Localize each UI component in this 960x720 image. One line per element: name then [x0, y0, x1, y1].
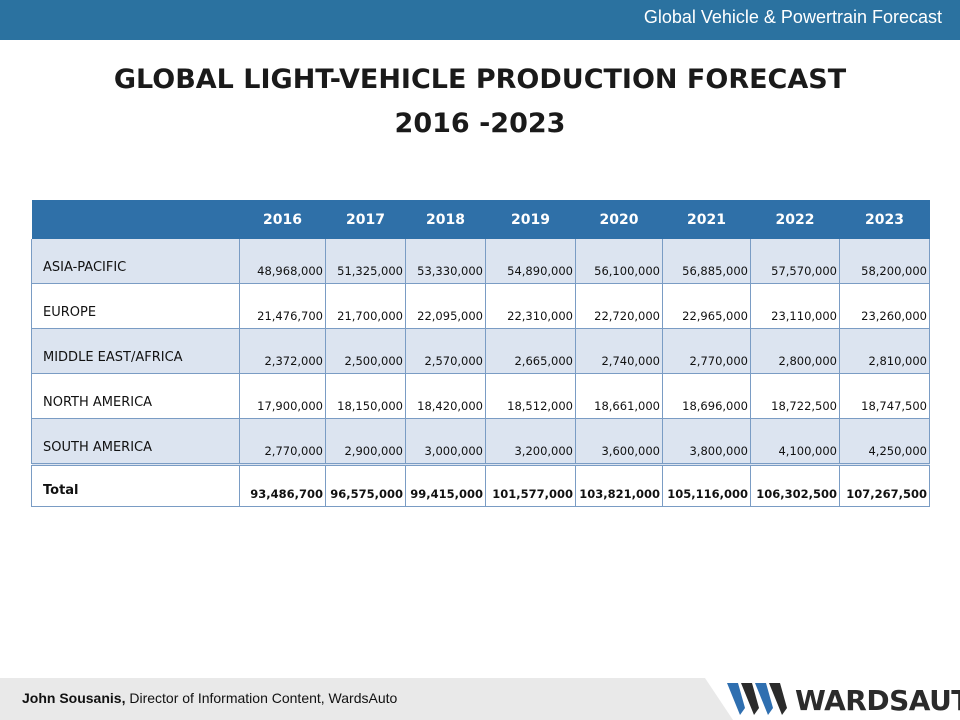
- table-row: MIDDLE EAST/AFRICA 2,372,000 2,500,000 2…: [31, 328, 930, 374]
- value-cell: 3,800,000: [662, 418, 751, 465]
- value-cell: 21,700,000: [325, 283, 406, 329]
- year-header: 2023: [839, 200, 930, 239]
- value-cell: 56,885,000: [662, 239, 751, 284]
- region-cell: MIDDLE EAST/AFRICA: [31, 328, 240, 374]
- total-cell: 99,415,000: [405, 463, 486, 507]
- header-bar: Global Vehicle & Powertrain Forecast: [0, 0, 960, 40]
- total-cell: 93,486,700: [239, 463, 326, 507]
- value-cell: 2,810,000: [839, 328, 930, 374]
- value-cell: 58,200,000: [839, 239, 930, 284]
- value-cell: 2,770,000: [239, 418, 326, 465]
- region-cell: NORTH AMERICA: [31, 373, 240, 419]
- value-cell: 48,968,000: [239, 239, 326, 284]
- value-cell: 18,512,000: [485, 373, 576, 419]
- total-cell: 101,577,000: [485, 463, 576, 507]
- value-cell: 4,100,000: [750, 418, 840, 465]
- total-label: Total: [31, 463, 240, 507]
- presenter-role: Director of Information Content, WardsAu…: [125, 690, 398, 706]
- value-cell: 2,500,000: [325, 328, 406, 374]
- logo-wordmark: WARDSAUTO: [795, 684, 960, 717]
- header-row: 2016 2017 2018 2019 2020 2021 2022 2023: [31, 200, 930, 239]
- slide-title: GLOBAL LIGHT-VEHICLE PRODUCTION FORECAST…: [0, 58, 960, 146]
- wardsauto-logo-icon: [705, 678, 960, 720]
- total-cell: 106,302,500: [750, 463, 840, 507]
- value-cell: 2,770,000: [662, 328, 751, 374]
- value-cell: 22,965,000: [662, 283, 751, 329]
- value-cell: 4,250,000: [839, 418, 930, 465]
- year-header: 2019: [485, 200, 576, 239]
- value-cell: 23,110,000: [750, 283, 840, 329]
- total-cell: 103,821,000: [575, 463, 663, 507]
- slide-title-line1: GLOBAL LIGHT-VEHICLE PRODUCTION FORECAST: [113, 64, 847, 95]
- total-cell: 96,575,000: [325, 463, 406, 507]
- year-header: 2022: [750, 200, 840, 239]
- year-header: 2017: [325, 200, 406, 239]
- presenter-credit: John Sousanis, Director of Information C…: [22, 690, 397, 706]
- value-cell: 3,600,000: [575, 418, 663, 465]
- total-cell: 105,116,000: [662, 463, 751, 507]
- value-cell: 22,720,000: [575, 283, 663, 329]
- value-cell: 3,000,000: [405, 418, 486, 465]
- value-cell: 51,325,000: [325, 239, 406, 284]
- region-header: [31, 200, 240, 239]
- value-cell: 56,100,000: [575, 239, 663, 284]
- value-cell: 2,800,000: [750, 328, 840, 374]
- total-row: Total 93,486,700 96,575,000 99,415,000 1…: [31, 463, 930, 507]
- region-cell: SOUTH AMERICA: [31, 418, 240, 465]
- value-cell: 54,890,000: [485, 239, 576, 284]
- value-cell: 3,200,000: [485, 418, 576, 465]
- value-cell: 2,570,000: [405, 328, 486, 374]
- region-cell: ASIA-PACIFIC: [31, 239, 240, 284]
- value-cell: 2,665,000: [485, 328, 576, 374]
- value-cell: 18,696,000: [662, 373, 751, 419]
- table-row: ASIA-PACIFIC 48,968,000 51,325,000 53,33…: [31, 239, 930, 284]
- table-row: NORTH AMERICA 17,900,000 18,150,000 18,4…: [31, 373, 930, 419]
- year-header: 2018: [405, 200, 486, 239]
- year-header: 2016: [239, 200, 326, 239]
- value-cell: 17,900,000: [239, 373, 326, 419]
- presenter-name: John Sousanis,: [22, 690, 126, 706]
- value-cell: 2,900,000: [325, 418, 406, 465]
- value-cell: 57,570,000: [750, 239, 840, 284]
- value-cell: 2,740,000: [575, 328, 663, 374]
- region-cell: EUROPE: [31, 283, 240, 329]
- value-cell: 53,330,000: [405, 239, 486, 284]
- total-cell: 107,267,500: [839, 463, 930, 507]
- year-header: 2020: [575, 200, 663, 239]
- table-row: SOUTH AMERICA 2,770,000 2,900,000 3,000,…: [31, 418, 930, 465]
- value-cell: 23,260,000: [839, 283, 930, 329]
- table-row: EUROPE 21,476,700 21,700,000 22,095,000 …: [31, 283, 930, 329]
- value-cell: 21,476,700: [239, 283, 326, 329]
- value-cell: 18,747,500: [839, 373, 930, 419]
- value-cell: 18,420,000: [405, 373, 486, 419]
- value-cell: 18,661,000: [575, 373, 663, 419]
- value-cell: 18,150,000: [325, 373, 406, 419]
- header-title: Global Vehicle & Powertrain Forecast: [643, 7, 942, 27]
- value-cell: 22,095,000: [405, 283, 486, 329]
- slide-title-line2: 2016 -2023: [394, 108, 566, 139]
- value-cell: 2,372,000: [239, 328, 326, 374]
- value-cell: 22,310,000: [485, 283, 576, 329]
- year-header: 2021: [662, 200, 751, 239]
- value-cell: 18,722,500: [750, 373, 840, 419]
- forecast-table: 2016 2017 2018 2019 2020 2021 2022 2023 …: [31, 200, 930, 507]
